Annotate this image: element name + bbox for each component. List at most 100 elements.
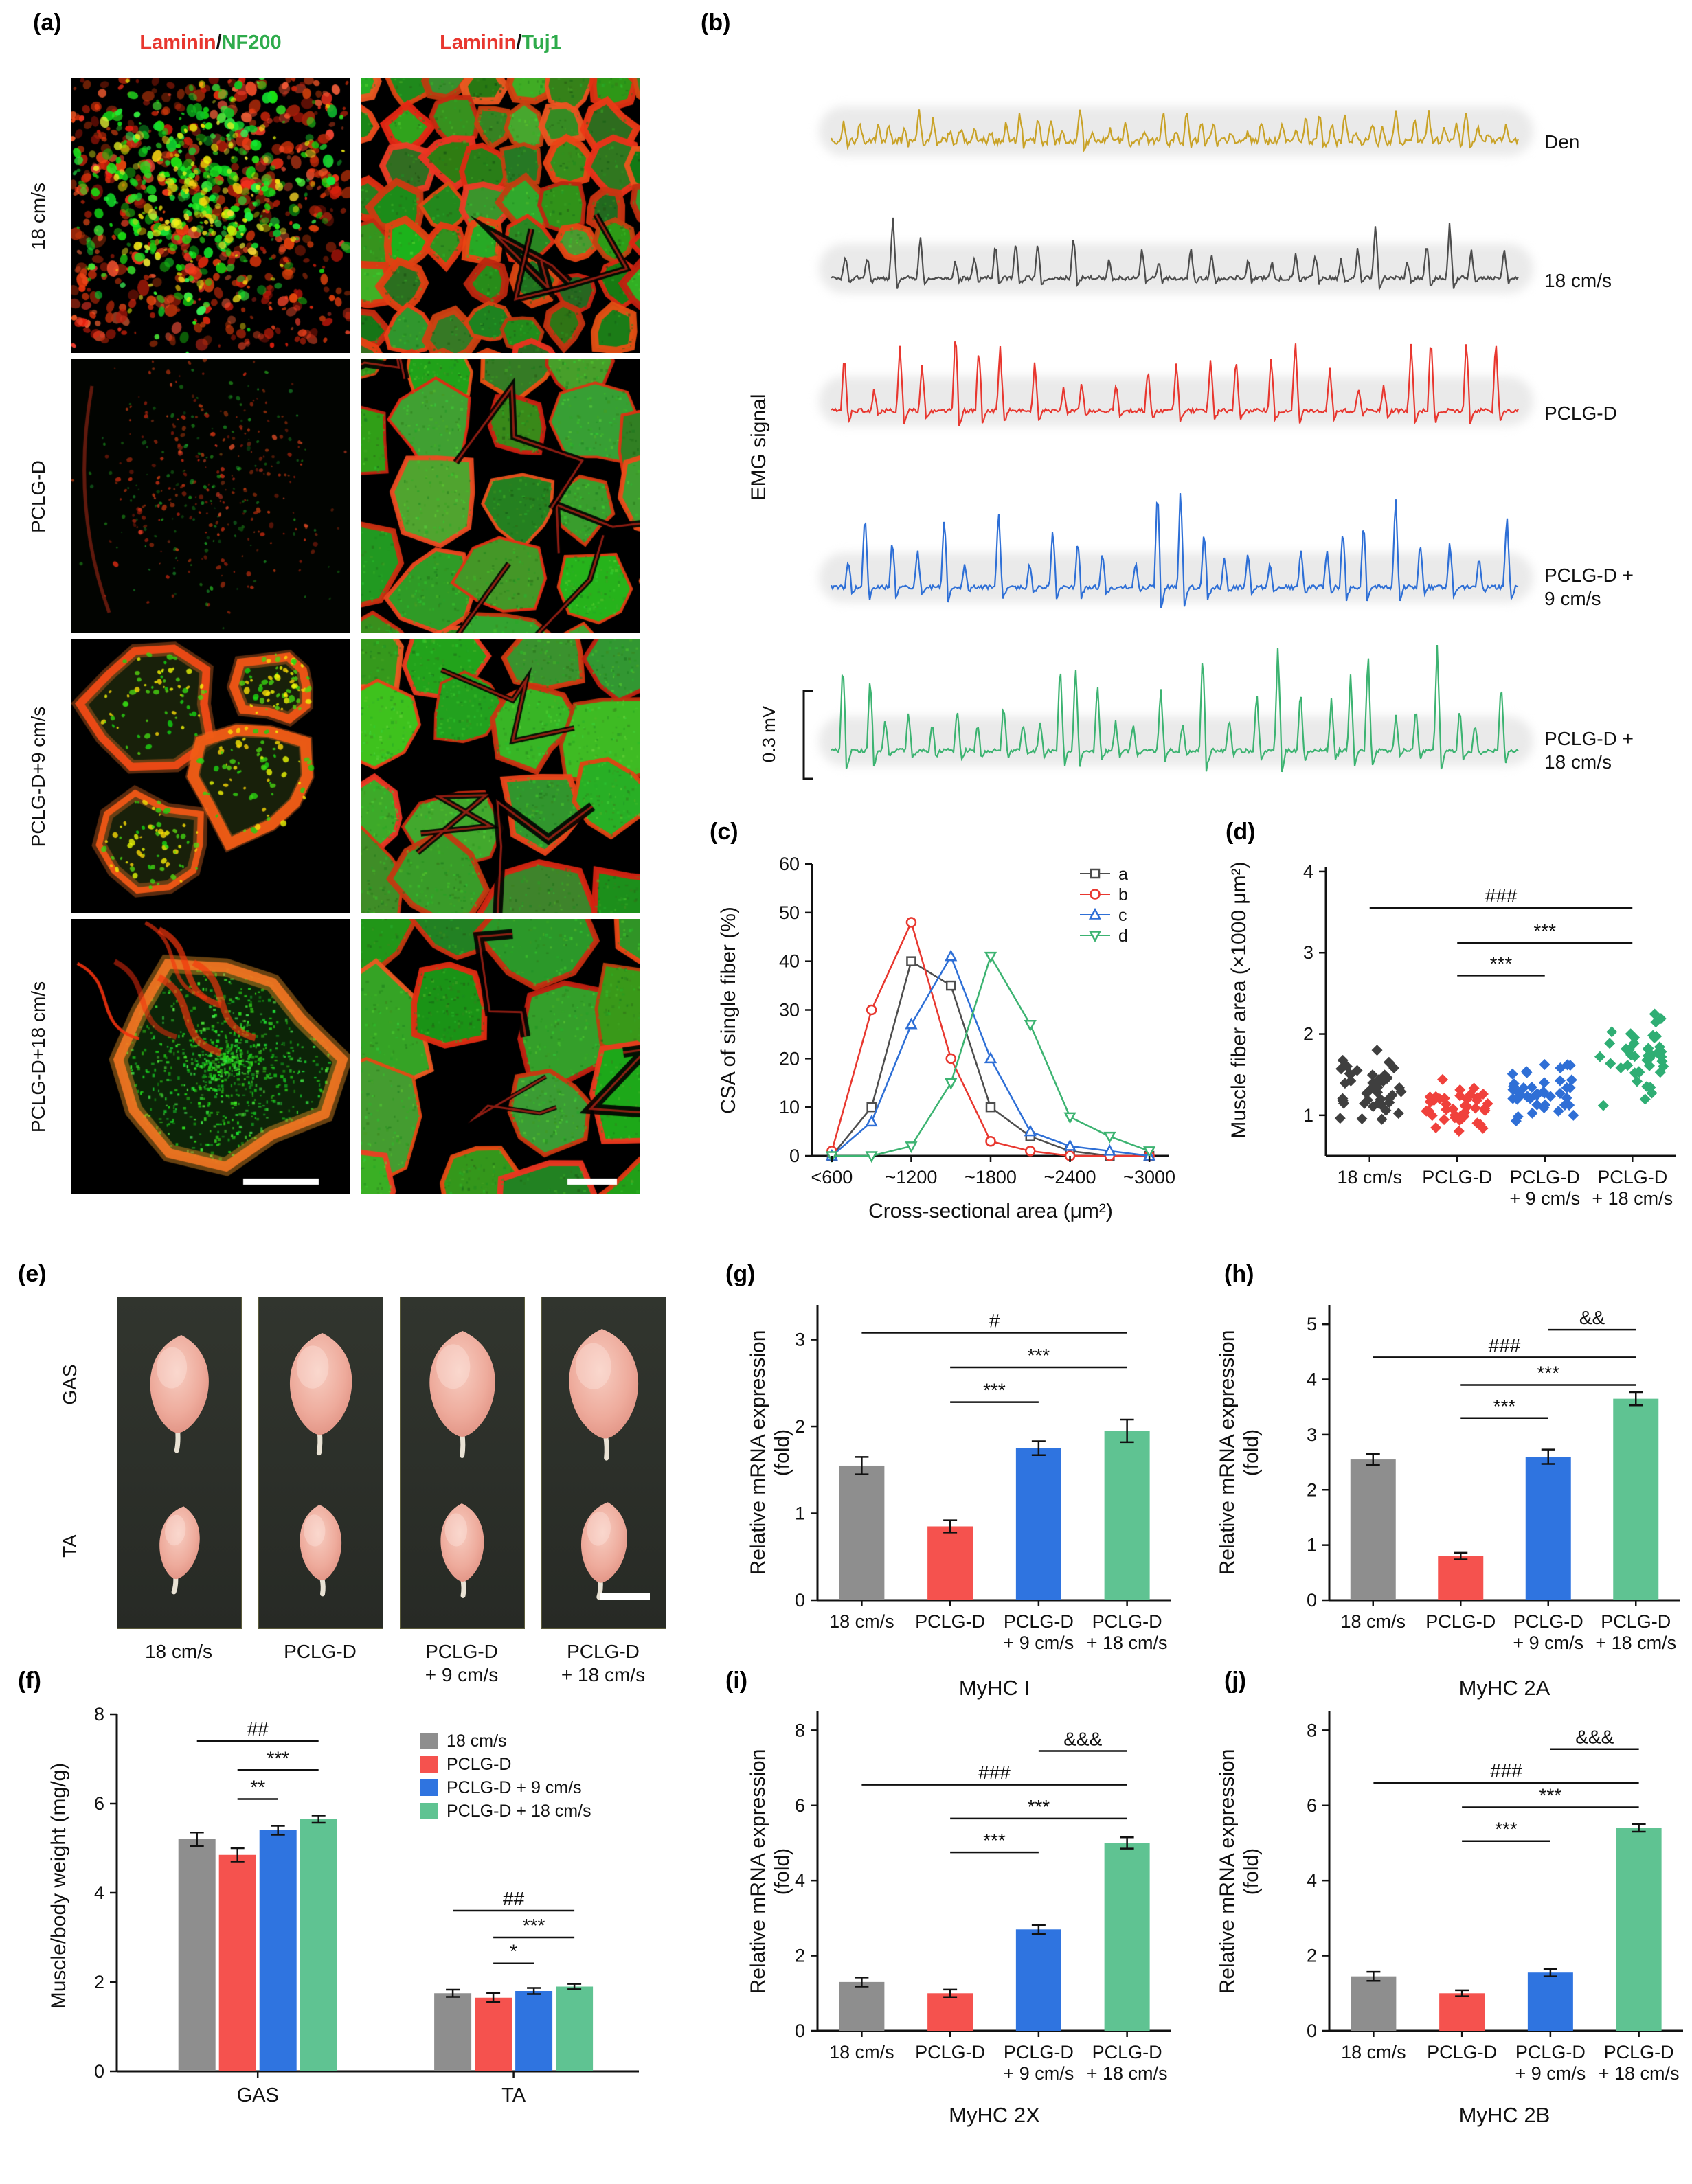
data-point <box>1631 1076 1643 1087</box>
muscle-photo-strip-pclgd <box>258 1297 383 1629</box>
data-point <box>1468 1082 1480 1094</box>
data-point <box>1335 1063 1347 1075</box>
svg-text:2: 2 <box>795 1416 805 1437</box>
svg-text:3: 3 <box>795 1330 805 1350</box>
data-point <box>1605 1058 1616 1069</box>
laminin-label: Laminin <box>139 32 216 54</box>
data-point <box>1597 1100 1609 1111</box>
svg-text:&&&: &&& <box>1575 1727 1614 1748</box>
bar <box>1616 1828 1662 2031</box>
data-point <box>1629 1051 1640 1062</box>
muscle-tissue <box>429 1331 495 1458</box>
data-point <box>1646 1087 1658 1099</box>
svg-text:PCLG-D: PCLG-D <box>1092 1611 1162 1632</box>
emg-traces-svg <box>830 109 1520 773</box>
svg-text:***: *** <box>267 1747 289 1768</box>
data-point <box>1359 1097 1370 1109</box>
data-point <box>1447 1103 1459 1115</box>
data-point <box>1337 1095 1349 1106</box>
data-point <box>1553 1105 1564 1117</box>
svg-text:+ 9 cm/s: + 9 cm/s <box>1515 2063 1586 2084</box>
panel-j-label: (j) <box>1224 1668 1247 1694</box>
data-point <box>1449 1109 1460 1121</box>
bar <box>259 1830 297 2071</box>
muscle-tissue <box>300 1505 342 1597</box>
svg-text:+ 18 cm/s: + 18 cm/s <box>1595 1633 1676 1653</box>
svg-text:+ 18 cm/s: + 18 cm/s <box>1599 2063 1680 2084</box>
svg-text:4: 4 <box>795 1870 805 1891</box>
emg-trace-label-pclgd: PCLG-D <box>1544 402 1617 424</box>
data-point <box>1345 1075 1357 1087</box>
data-point <box>1469 1102 1481 1114</box>
panel-i-title: MyHC 2X <box>949 2103 1040 2127</box>
emg-trace <box>830 109 1520 152</box>
svg-text:+ 18 cm/s: + 18 cm/s <box>1592 1188 1673 1209</box>
svg-text:2: 2 <box>1307 1479 1317 1500</box>
svg-text:18 cm/s: 18 cm/s <box>1340 1611 1406 1632</box>
svg-text:0: 0 <box>1307 1590 1317 1611</box>
svg-text:20: 20 <box>779 1048 800 1069</box>
data-point <box>1459 1106 1471 1118</box>
svg-text:GAS: GAS <box>237 2084 279 2106</box>
panel-h-ylabel: Relative mRNA expression (fold) <box>1216 1330 1263 1576</box>
svg-text:*: * <box>510 1941 517 1962</box>
svg-text:d: d <box>1118 926 1128 946</box>
data-point <box>1555 1087 1566 1099</box>
bar <box>300 1819 337 2071</box>
svg-text:##: ## <box>247 1718 269 1740</box>
svg-text:+ 9 cm/s: + 9 cm/s <box>1509 1188 1580 1209</box>
emg-trace <box>830 493 1519 608</box>
data-point <box>1521 1066 1533 1078</box>
svg-text:PCLG-D: PCLG-D <box>1601 1611 1671 1632</box>
panel-b-label: (b) <box>701 10 731 36</box>
muscle-tissue <box>440 1503 484 1598</box>
data-point <box>1621 1043 1632 1055</box>
data-point <box>1644 1060 1656 1071</box>
data-point <box>1615 1062 1627 1073</box>
legend-swatch-pclgd <box>420 1756 438 1773</box>
muscle-photos-pclgd-9cms <box>429 1331 495 1598</box>
svg-text:&&: && <box>1579 1307 1605 1328</box>
muscle-tissue <box>150 1335 209 1453</box>
svg-text:8: 8 <box>1307 1720 1317 1740</box>
data-point <box>1538 1077 1550 1089</box>
bars <box>839 1836 1150 2031</box>
bars <box>1350 1391 1659 1600</box>
svg-text:8: 8 <box>94 1704 104 1725</box>
svg-text:0: 0 <box>94 2061 104 2082</box>
svg-text:PCLG-D: PCLG-D <box>1004 1611 1074 1632</box>
svg-text:***: *** <box>1490 953 1513 974</box>
bar <box>1438 1556 1484 1600</box>
svg-text:###: ### <box>1485 885 1518 907</box>
panel-d-label: (d) <box>1226 819 1256 845</box>
svg-text:***: *** <box>523 1915 545 1936</box>
laminin-label: Laminin <box>440 32 517 54</box>
svg-text:2: 2 <box>1307 1946 1317 1966</box>
tuj1-label: Tuj1 <box>521 32 561 54</box>
data-point <box>1507 1084 1519 1095</box>
panel-h-label: (h) <box>1224 1261 1254 1287</box>
data-point <box>1421 1105 1432 1117</box>
legend-label: PCLG-D <box>447 1754 512 1774</box>
svg-text:30: 30 <box>779 1000 800 1021</box>
data-point <box>1526 1082 1537 1093</box>
svg-text:##: ## <box>503 1888 525 1909</box>
svg-text:+ 9 cm/s: + 9 cm/s <box>1003 2063 1074 2084</box>
data-point <box>1641 1080 1653 1092</box>
micrograph-pclgd-laminin-tuj1 <box>361 359 640 633</box>
svg-text:###: ### <box>1489 1334 1521 1356</box>
svg-text:PCLG-D: PCLG-D <box>915 1611 985 1632</box>
bar <box>1104 1843 1150 2031</box>
header-separator: / <box>516 32 522 54</box>
panel-a-row2-label: PCLG-D <box>27 460 49 533</box>
nf200-label: NF200 <box>221 32 282 54</box>
data-point <box>1383 1056 1395 1068</box>
svg-text:~3000: ~3000 <box>1123 1167 1175 1187</box>
panel-c-xlabel: Cross-sectional area (μm²) <box>868 1200 1113 1222</box>
data-point <box>1436 1073 1448 1085</box>
data-point <box>1639 1093 1651 1105</box>
panel-e-col3-label: PCLG-D + 9 cm/s <box>425 1641 499 1685</box>
